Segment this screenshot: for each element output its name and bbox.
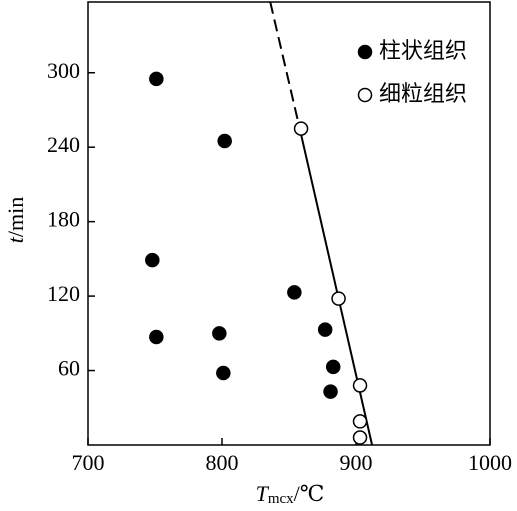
point bbox=[331, 291, 346, 306]
x-tick-label: 800 bbox=[206, 450, 239, 475]
x-label-subscript: mcx bbox=[268, 491, 294, 507]
legend-marker bbox=[357, 44, 373, 60]
x-tick-label: 700 bbox=[72, 450, 105, 475]
point bbox=[352, 414, 368, 429]
x-tick-label: 1000 bbox=[468, 450, 512, 475]
legend-marker bbox=[357, 87, 373, 103]
point bbox=[352, 378, 368, 393]
point bbox=[325, 359, 341, 375]
boundary-line bbox=[298, 128, 374, 446]
point bbox=[145, 252, 160, 268]
point bbox=[217, 133, 232, 149]
point bbox=[323, 384, 338, 399]
x-label-unit: /℃ bbox=[294, 481, 325, 506]
point bbox=[212, 326, 227, 341]
y-label-unit: /min bbox=[3, 197, 28, 237]
point bbox=[149, 71, 164, 87]
point bbox=[287, 285, 302, 300]
y-tick-label: 180 bbox=[47, 207, 80, 232]
y-tick-label: 120 bbox=[47, 281, 80, 306]
y-axis-label: t/min bbox=[3, 197, 28, 243]
y-tick-label: 60 bbox=[58, 356, 80, 381]
point bbox=[149, 329, 164, 345]
x-tick-label: 900 bbox=[340, 450, 373, 475]
boundary-line bbox=[269, 1, 301, 129]
y-tick-label: 240 bbox=[47, 132, 80, 157]
y-tick-label: 300 bbox=[47, 58, 80, 83]
point bbox=[216, 365, 231, 381]
point bbox=[293, 121, 309, 136]
x-axis-label: Tmcx/℃ bbox=[256, 481, 325, 507]
y-label-symbol: t bbox=[3, 236, 28, 243]
x-label-symbol: T bbox=[256, 481, 270, 506]
legend-label: 细粒组织 bbox=[379, 82, 467, 107]
point bbox=[352, 430, 368, 445]
plot-frame bbox=[87, 1, 491, 446]
legend-label: 柱状组织 bbox=[379, 39, 467, 64]
point bbox=[317, 322, 333, 337]
